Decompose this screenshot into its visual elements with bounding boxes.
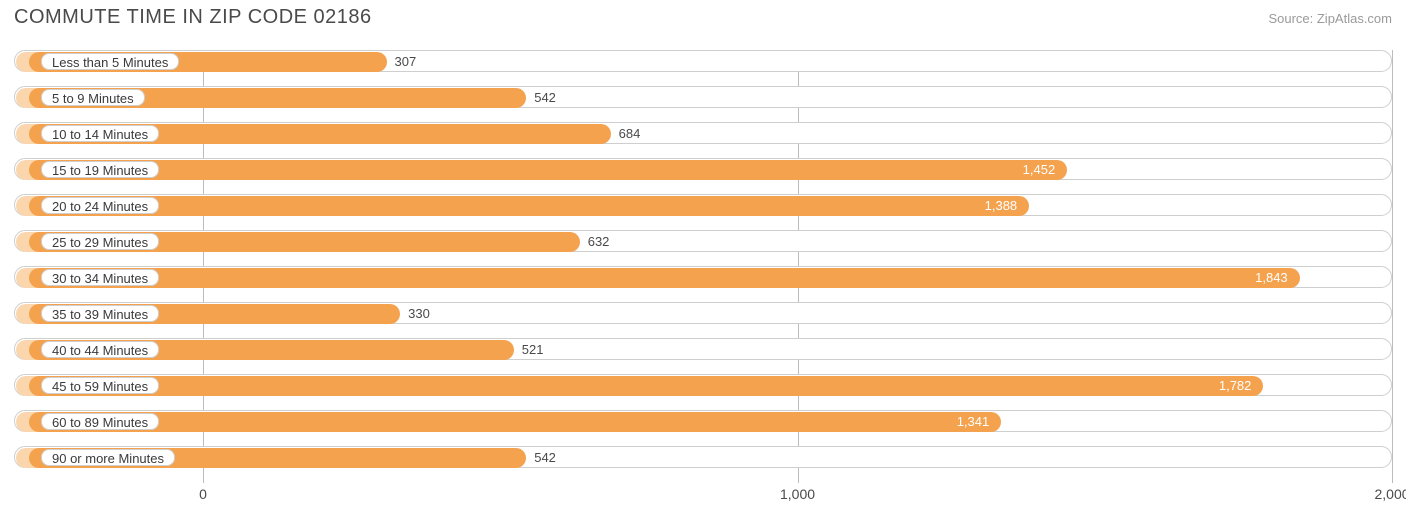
chart-area: Less than 5 Minutes 307 5 to 9 Minutes 542 1…	[14, 40, 1392, 483]
category-label: 5 to 9 Minutes	[41, 89, 145, 106]
bar-segment-dark	[29, 268, 1300, 288]
category-label: 40 to 44 Minutes	[41, 341, 159, 358]
category-label: 30 to 34 Minutes	[41, 269, 159, 286]
bar-value-label: 521	[522, 342, 544, 357]
source-name: ZipAtlas.com	[1317, 11, 1392, 26]
bar-track: 30 to 34 Minutes 1,843	[14, 266, 1392, 288]
chart-title: COMMUTE TIME IN ZIP CODE 02186	[14, 6, 372, 29]
bar-value-label: 330	[408, 306, 430, 321]
category-label: 20 to 24 Minutes	[41, 197, 159, 214]
chart-header: COMMUTE TIME IN ZIP CODE 02186 Source: Z…	[0, 0, 1406, 33]
bar-track: 10 to 14 Minutes 684	[14, 122, 1392, 144]
bar-track: 90 or more Minutes 542	[14, 446, 1392, 468]
bar-track: Less than 5 Minutes 307	[14, 50, 1392, 72]
bar-segment-dark	[29, 196, 1029, 216]
bar-track: 15 to 19 Minutes 1,452	[14, 158, 1392, 180]
x-axis-tick-label: 2,000	[1374, 486, 1406, 502]
category-label: Less than 5 Minutes	[41, 53, 179, 70]
category-label: 45 to 59 Minutes	[41, 377, 159, 394]
bar-value-label: 542	[534, 90, 556, 105]
x-axis-tick-label: 0	[199, 486, 207, 502]
bar-track: 35 to 39 Minutes 330	[14, 302, 1392, 324]
bar-track: 5 to 9 Minutes 542	[14, 86, 1392, 108]
bar-track: 25 to 29 Minutes 632	[14, 230, 1392, 252]
bar-track: 45 to 59 Minutes 1,782	[14, 374, 1392, 396]
bar-value-label: 1,843	[1255, 270, 1288, 285]
bar-track: 40 to 44 Minutes 521	[14, 338, 1392, 360]
bar-value-label: 1,452	[1023, 162, 1056, 177]
chart-source: Source: ZipAtlas.com	[1268, 11, 1392, 26]
bar-value-label: 1,782	[1219, 378, 1252, 393]
source-prefix: Source:	[1268, 11, 1316, 26]
bar-track: 20 to 24 Minutes 1,388	[14, 194, 1392, 216]
category-label: 35 to 39 Minutes	[41, 305, 159, 322]
category-label: 15 to 19 Minutes	[41, 161, 159, 178]
x-axis-tick-label: 1,000	[780, 486, 815, 502]
bar-track: 60 to 89 Minutes 1,341	[14, 410, 1392, 432]
bar-value-label: 632	[588, 234, 610, 249]
category-label: 60 to 89 Minutes	[41, 413, 159, 430]
category-label: 10 to 14 Minutes	[41, 125, 159, 142]
bars-region: Less than 5 Minutes 307 5 to 9 Minutes 542 1…	[14, 50, 1392, 483]
bar-value-label: 1,341	[957, 414, 990, 429]
bar-segment-dark	[29, 376, 1263, 396]
bar-value-label: 542	[534, 450, 556, 465]
bar-value-label: 307	[395, 54, 417, 69]
bar-segment-dark	[29, 160, 1067, 180]
category-label: 90 or more Minutes	[41, 449, 175, 466]
gridline	[1392, 50, 1393, 483]
bar-segment-dark	[29, 412, 1001, 432]
category-label: 25 to 29 Minutes	[41, 233, 159, 250]
bar-value-label: 684	[619, 126, 641, 141]
bar-value-label: 1,388	[985, 198, 1018, 213]
